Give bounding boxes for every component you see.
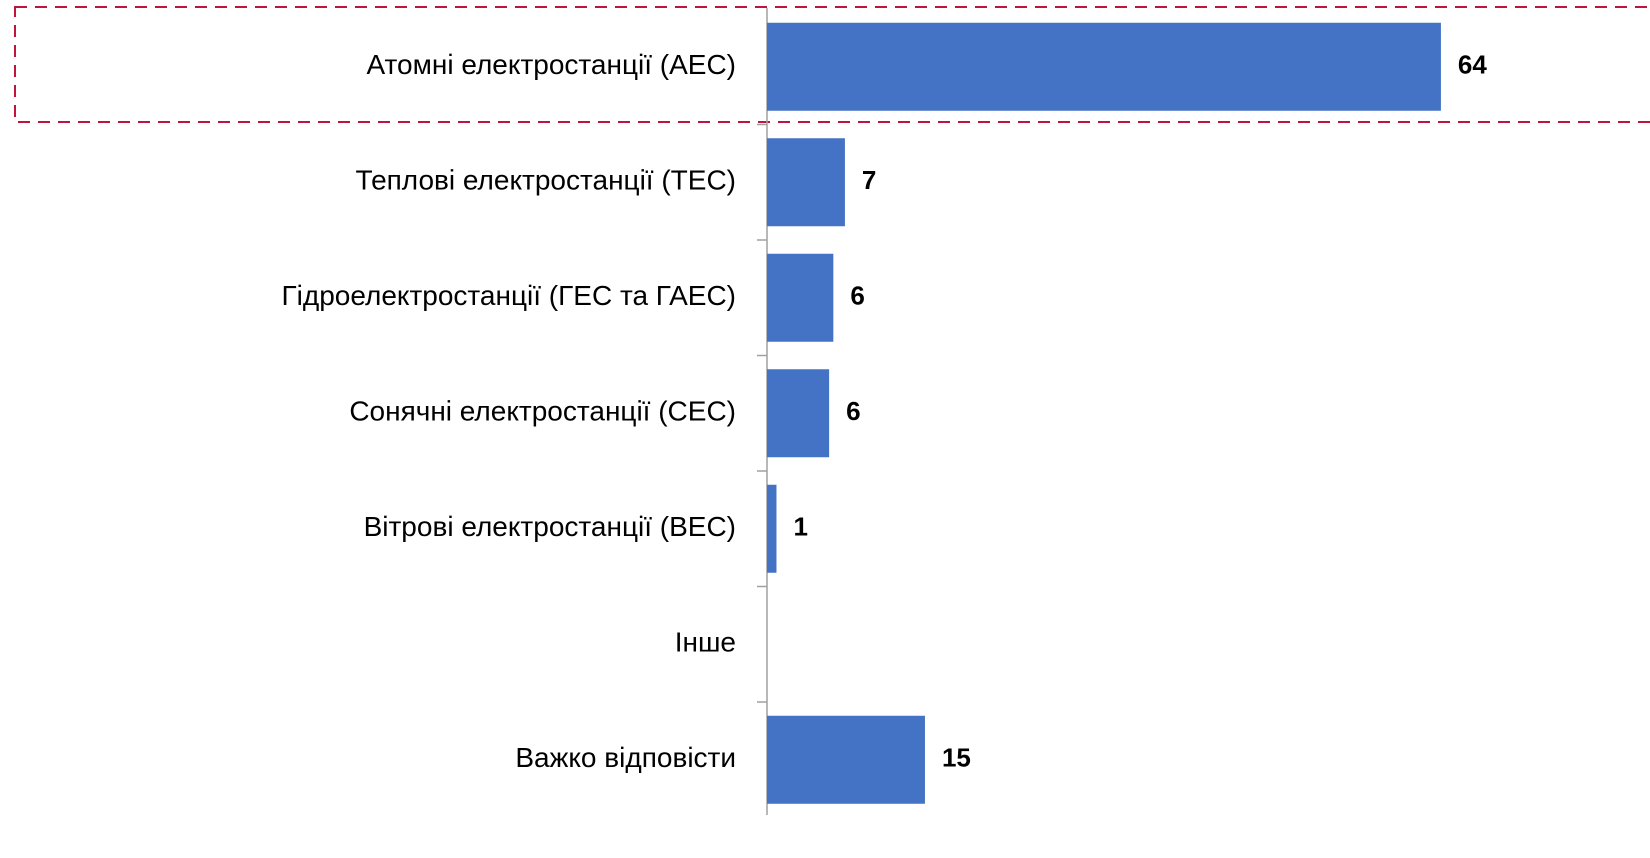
- data-label: 15: [942, 743, 971, 773]
- y-tick-label: Теплові електростанції (ТЕС): [356, 165, 736, 196]
- bar: [767, 22, 1441, 111]
- bar: [767, 138, 845, 227]
- data-label: 6: [850, 281, 864, 311]
- y-tick-label: Сонячні електростанції (СЕС): [349, 396, 736, 427]
- y-tick-label: Вітрові електростанції (ВЕС): [364, 511, 736, 542]
- data-label: 1: [793, 512, 807, 542]
- y-tick-label: Інше: [675, 627, 736, 658]
- bar: [767, 369, 830, 458]
- y-tick-label: Атомні електростанції (АЕС): [366, 49, 736, 80]
- data-label: 6: [846, 396, 860, 426]
- bar: [767, 484, 777, 573]
- bar: [767, 715, 925, 804]
- highlight-box: [14, 6, 1650, 123]
- data-label: 64: [1458, 50, 1487, 80]
- y-tick-label: Важко відповісти: [515, 742, 736, 773]
- y-tick-label: Гідроелектростанції (ГЕС та ГАЕС): [281, 280, 736, 311]
- data-label: 7: [862, 165, 876, 195]
- bar: [767, 253, 834, 342]
